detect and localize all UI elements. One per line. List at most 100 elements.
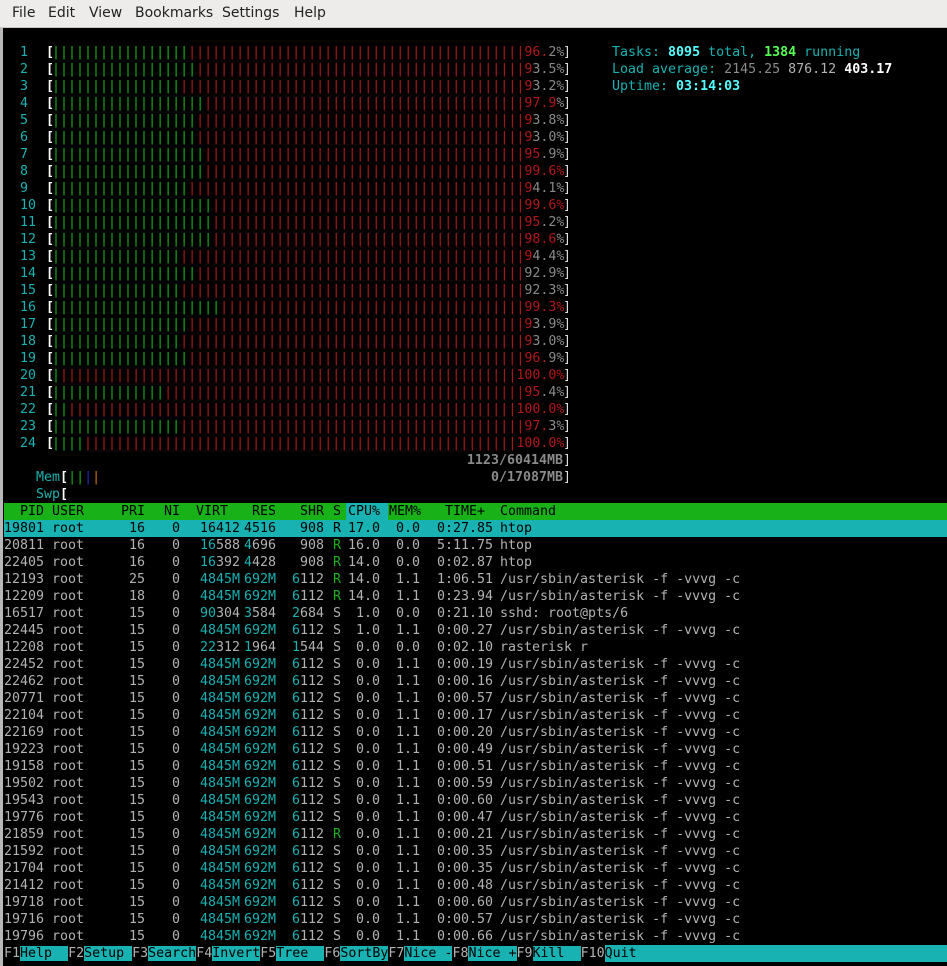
process-row[interactable]: 21412 root 15 0 4845M 692M 6112 S 0.0 1.1 0:00.48 /… (4, 877, 947, 894)
fkey-f7[interactable]: F7Nice - (388, 946, 453, 961)
process-row[interactable]: 19716 root 15 0 4845M 692M 6112 S 0.0 1.1 0:00.57 /… (4, 911, 947, 928)
fkey-f6[interactable]: F6SortBy (324, 946, 389, 961)
fkey-f10[interactable]: F10Quit (581, 945, 947, 962)
cell-ni: 0 (171, 912, 180, 927)
process-row[interactable]: 12209 root 18 0 4845M 692M 6112 R 14.0 1.1 0:23.94… (4, 588, 947, 605)
col-state[interactable]: S (333, 504, 342, 519)
cell-res: 3584 (243, 606, 276, 621)
value-high: 692M (243, 623, 276, 638)
cell-command: /usr/sbin/asterisk -f -vvvg -c (500, 827, 741, 842)
process-row[interactable]: 21704 root 15 0 4845M 692M 6112 S 0.0 1.1 0:00.35 /… (4, 860, 947, 877)
col-cpu-sorted[interactable]: CPU% (346, 503, 388, 520)
bracket-close: ] (563, 130, 572, 145)
process-row[interactable]: 19718 root 15 0 4845M 692M 6112 S 0.0 1.1 0:00.60 /… (4, 894, 947, 911)
fkey-label: Tree (276, 946, 325, 961)
cell-command: htop (500, 538, 533, 553)
fkey-label: Kill (532, 946, 581, 961)
cpu-bar-system: ||||||||||||||||||||||||||||||||||||||||… (180, 334, 525, 349)
value-high: 692M (243, 572, 276, 587)
cell-virt: 4845M (190, 877, 240, 894)
cell-user: root (52, 742, 85, 757)
cell-time: 0:00.59 (436, 776, 493, 791)
fkey-f9[interactable]: F9Kill (517, 946, 581, 961)
process-row[interactable]: 21592 root 15 0 4845M 692M 6112 S 0.0 1.1 0:00.35 /… (4, 843, 947, 860)
value-high: 4845M (199, 742, 240, 757)
fkey-f8[interactable]: F8Nice + (452, 946, 517, 961)
col-pid[interactable]: PID (19, 504, 44, 519)
process-row[interactable]: 22452 root 15 0 4845M 692M 6112 S 0.0 1.1 0:00.19 /… (4, 656, 947, 673)
process-row[interactable]: 16517 root 15 0 90304 3584 2684 S 1.0 0.0 0:21.10 s… (4, 605, 947, 622)
value-high: 6 (291, 725, 300, 740)
bracket-open: [ (46, 147, 55, 162)
mem-meter: Mem[|||| (20, 452, 100, 485)
menu-file[interactable]: File (12, 5, 36, 21)
fkey-f1[interactable]: F1Help (4, 946, 69, 961)
col-command[interactable]: Command (500, 504, 557, 519)
value-high: 692M (243, 674, 276, 689)
fkey-f2[interactable]: F2Setup (68, 946, 133, 961)
mem-bar-used: || (68, 470, 85, 485)
mem-bar-cache: | (92, 470, 101, 485)
process-row[interactable]: 21859 root 15 0 4845M 692M 6112 R 0.0 1.1 0:00.21 /… (4, 826, 947, 843)
function-key-bar: F1Help F2Setup F3SearchF4InvertF5Tree F6… (4, 945, 947, 962)
bracket-open: [ (46, 181, 55, 196)
process-row[interactable]: 22462 root 15 0 4845M 692M 6112 S 0.0 1.1 0:00.16 /… (4, 673, 947, 690)
process-row[interactable]: 22104 root 15 0 4845M 692M 6112 S 0.0 1.1 0:00.17 /… (4, 707, 947, 724)
cell-shr: 6112 (291, 895, 324, 910)
process-row[interactable]: 22169 root 15 0 4845M 692M 6112 S 0.0 1.1 0:00.20 /… (4, 724, 947, 741)
value-high: 692M (243, 691, 276, 706)
cell-time: 0:27.85 (436, 521, 493, 536)
process-row[interactable]: 19223 root 15 0 4845M 692M 6112 S 0.0 1.1 0:00.49 /… (4, 741, 947, 758)
process-row[interactable]: 19502 root 15 0 4845M 692M 6112 S 0.0 1.1 0:00.59 /… (4, 775, 947, 792)
cell-state: S (333, 742, 342, 757)
cell-res: 692M (236, 758, 276, 775)
cpu-percent: 9 (524, 334, 533, 349)
menu-view[interactable]: View (89, 5, 123, 21)
menu-help[interactable]: Help (294, 5, 326, 21)
cpu-percent-rest: % (556, 232, 565, 247)
value-high: 692M (243, 912, 276, 927)
menu-settings[interactable]: Settings (222, 5, 280, 21)
value-high: 6 (291, 572, 300, 587)
process-row[interactable]: 19801 root 16 0 16412 4516 908 R 17.0 0.0 0:27.85 h… (4, 520, 947, 537)
process-row[interactable]: 19796 root 15 0 4845M 692M 6112 S 0.0 1.1 0:00.66 /… (4, 928, 947, 945)
process-row[interactable]: 22405 root 16 0 16392 4428 908 R 14.0 0.0 0:02.87 h… (4, 554, 947, 571)
cell-command: /usr/sbin/asterisk -f -vvvg -c (500, 895, 741, 910)
process-row[interactable]: 19776 root 15 0 4845M 692M 6112 S 0.0 1.1 0:00.47 /… (4, 809, 947, 826)
cell-res: 692M (236, 775, 276, 792)
col-shr[interactable]: SHR (299, 504, 324, 519)
terminal[interactable] (0, 28, 947, 966)
cell-virt: 4845M (190, 656, 240, 673)
cell-pri: 15 (128, 844, 145, 859)
col-virt[interactable]: VIRT (195, 504, 228, 519)
cell-cpu: 1.0 (355, 623, 380, 638)
bracket-close: ] (563, 402, 572, 417)
cpu-bar-user: |||| (52, 436, 85, 451)
col-pri[interactable]: PRI (120, 504, 145, 519)
col-user[interactable]: USER (52, 504, 85, 519)
process-row[interactable]: 22445 root 15 0 4845M 692M 6112 S 1.0 1.1 0:00.27 /… (4, 622, 947, 639)
fkey-f5[interactable]: F5Tree (260, 946, 325, 961)
col-time[interactable]: TIME+ (444, 504, 485, 519)
fkey-f3[interactable]: F3Search (132, 946, 197, 961)
cell-shr: 6112 (291, 878, 324, 893)
col-ni[interactable]: NI (163, 504, 180, 519)
col-mem[interactable]: MEM% (389, 504, 422, 519)
cpu-bar-user: ||||||||||||||||||| (52, 164, 205, 179)
process-row[interactable]: 12193 root 25 0 4845M 692M 6112 R 14.0 1.1 1:06.51… (4, 571, 947, 588)
process-row[interactable]: 19543 root 15 0 4845M 692M 6112 S 0.0 1.1 0:00.60 /… (4, 792, 947, 809)
process-row[interactable]: 12208 root 15 0 22312 1964 1544 S 0.0 0.0 0:02.10 r… (4, 639, 947, 656)
cell-ni: 0 (171, 657, 180, 672)
menu-edit[interactable]: Edit (48, 5, 76, 21)
value-high: 4 (243, 555, 252, 570)
process-row[interactable]: 20771 root 15 0 4845M 692M 6112 S 0.0 1.1 0:00.57 /… (4, 690, 947, 707)
menu-bookmarks[interactable]: Bookmarks (135, 5, 214, 21)
cell-virt: 4845M (190, 724, 240, 741)
process-row[interactable]: 20811 root 16 0 16588 4696 908 R 16.0 0.0 5:11.75 h… (4, 537, 947, 554)
cell-pri: 25 (128, 572, 145, 587)
cpu-label: 11 (20, 215, 37, 230)
fkey-f4[interactable]: F4Invert (196, 946, 261, 961)
cpu-bar-system: ||||||||||||||||||||||||||||||||||||||||… (180, 419, 525, 434)
process-row[interactable]: 19158 root 15 0 4845M 692M 6112 S 0.0 1.1 0:00.51 /… (4, 758, 947, 775)
col-res[interactable]: RES (251, 504, 276, 519)
